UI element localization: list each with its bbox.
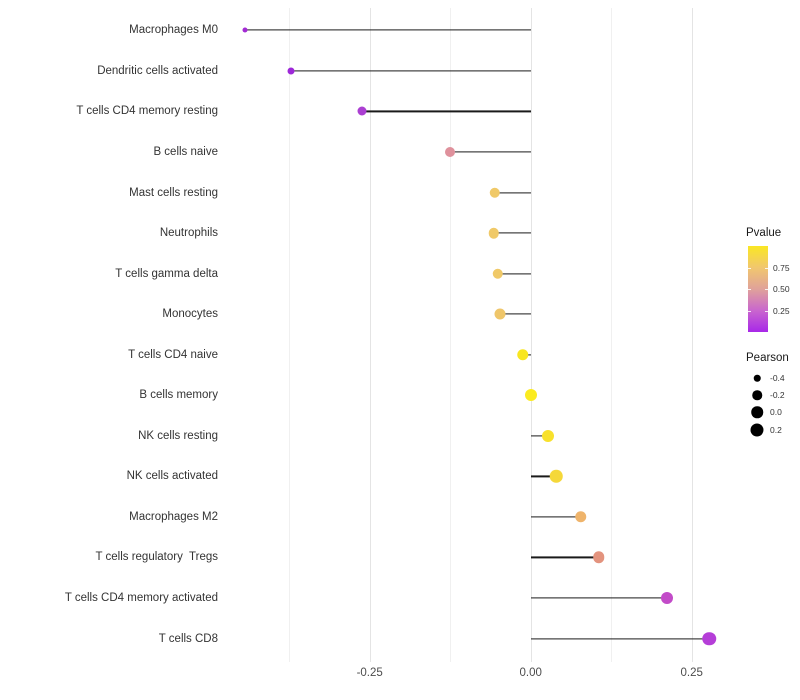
lollipop-dot: [242, 27, 248, 33]
lollipop-dot: [550, 470, 563, 483]
lollipop-dot: [593, 551, 605, 564]
y-axis-label: Monocytes: [162, 308, 218, 321]
minor-gridline: [450, 8, 452, 662]
pearson-size-label: -0.2: [770, 390, 785, 401]
y-axis-label: T cells CD4 memory resting: [76, 105, 218, 118]
pvalue-tick-mark: [748, 289, 751, 290]
pearson-size-dot: [750, 423, 764, 437]
lollipop-stem: [494, 191, 531, 194]
pvalue-tick-mark: [765, 310, 768, 312]
pearson-size-label: 0.0: [770, 407, 782, 418]
y-axis-label: T cells regulatory Tregs: [95, 551, 218, 564]
pearson-size-label: -0.4: [770, 373, 785, 383]
lollipop-dot: [488, 227, 500, 239]
lollipop-dot: [517, 348, 529, 361]
x-axis-tick-label: -0.25: [356, 667, 383, 679]
major-gridline: [691, 8, 693, 662]
y-axis-label: T cells CD4 naive: [128, 348, 218, 361]
x-axis-tick-label: 0.00: [519, 667, 542, 679]
lollipop-stem: [530, 435, 549, 437]
lollipop-stem: [500, 313, 531, 315]
lollipop-dot: [489, 187, 500, 198]
lollipop-stem: [530, 637, 710, 640]
pvalue-colorbar: [748, 246, 768, 332]
lollipop-stem: [530, 516, 581, 518]
y-axis-label: Macrophages M2: [129, 510, 218, 523]
y-axis-label: Dendritic cells activated: [97, 64, 218, 77]
y-axis-label: Neutrophils: [159, 227, 218, 240]
pearson-size-dot: [752, 390, 762, 400]
lollipop-dot: [494, 308, 506, 320]
lollipop-stem: [493, 232, 531, 234]
major-gridline: [530, 8, 532, 662]
pearson-legend-title: Pearson: [746, 352, 789, 364]
y-axis-label: NK cells resting: [138, 429, 218, 442]
pvalue-tick-mark: [748, 267, 751, 269]
y-axis-label: B cells memory: [139, 389, 218, 402]
pvalue-legend-title: Pvalue: [746, 227, 782, 239]
lollipop-stem: [497, 273, 531, 275]
major-gridline: [369, 8, 371, 662]
pvalue-tick-label: 0.50: [773, 284, 790, 294]
y-axis-label: T cells gamma delta: [115, 267, 218, 280]
pvalue-tick-mark: [765, 267, 768, 269]
y-axis-label: Macrophages M0: [129, 24, 218, 37]
pearson-size-dot: [753, 374, 761, 382]
y-axis-label: T cells CD4 memory activated: [64, 592, 218, 604]
lollipop-dot: [542, 429, 555, 442]
lollipop-stem: [450, 151, 531, 153]
lollipop-dot: [492, 268, 504, 279]
pvalue-tick-mark: [748, 310, 751, 312]
lollipop-dot: [661, 592, 674, 604]
pearson-size-dot: [751, 406, 763, 419]
pvalue-tick-label: 0.75: [773, 262, 790, 273]
y-axis-label: NK cells activated: [126, 470, 218, 483]
lollipop-dot: [357, 106, 367, 116]
pearson-size-label: 0.2: [770, 424, 782, 435]
minor-gridline: [289, 8, 291, 662]
lollipop-stem: [530, 475, 557, 477]
lollipop-dot: [524, 389, 537, 402]
pvalue-tick-mark: [765, 289, 768, 290]
pvalue-tick-label: 0.25: [773, 305, 790, 316]
lollipop-stem: [530, 597, 668, 599]
x-axis-tick-label: 0.25: [680, 667, 703, 679]
lollipop-dot: [287, 67, 295, 75]
minor-gridline: [611, 8, 613, 662]
y-axis-label: Mast cells resting: [129, 186, 218, 199]
lollipop-stem: [361, 110, 531, 112]
lollipop-stem: [291, 70, 531, 72]
lollipop-dot: [445, 146, 456, 157]
lollipop-dot: [702, 631, 716, 646]
lollipop-stem: [245, 29, 531, 31]
y-axis-label: T cells CD8: [158, 632, 218, 645]
lollipop-dot: [575, 511, 587, 523]
y-axis-label: B cells naive: [153, 145, 218, 158]
lollipop-stem: [530, 556, 599, 559]
